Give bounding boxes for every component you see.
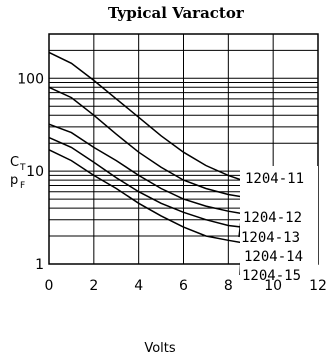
label-mask [240, 166, 318, 280]
series-line-1204-15 [48, 149, 243, 276]
chart-series [48, 51, 244, 276]
series-line-1204-12 [48, 86, 243, 218]
y-axis-label-p: p [10, 173, 18, 188]
series-label-1204-11: 1204-11 [245, 171, 304, 187]
series-line-1204-14 [48, 136, 243, 257]
series-labels: 1204-11 1204-12 1204-13 1204-14 1204-15 [240, 166, 318, 284]
series-label-1204-14: 1204-14 [244, 249, 303, 265]
series-label-1204-12: 1204-12 [243, 210, 302, 226]
y-axis-label-c: C [10, 155, 19, 170]
x-tick-label: 10 [264, 278, 282, 294]
series-label-1204-13: 1204-13 [241, 230, 300, 246]
y-axis-label-c-sub: T [19, 163, 26, 173]
x-tick-label: 12 [309, 278, 327, 294]
y-tick-label: 10 [26, 164, 44, 180]
y-tick-labels: 1 10 100 [17, 71, 44, 273]
y-axis-label-p-sub: F [20, 181, 25, 191]
series-line-1204-11 [48, 51, 244, 182]
y-axis-label: C T p F [10, 155, 26, 191]
x-tick-label: 2 [89, 278, 98, 294]
x-tick-labels: 0 2 4 6 8 10 12 [45, 278, 327, 294]
plot-frame [48, 33, 319, 265]
x-tick-label: 0 [45, 278, 54, 294]
chart-grid [48, 33, 319, 265]
x-tick-label: 6 [179, 278, 188, 294]
series-line-1204-13 [48, 123, 243, 238]
y-tick-label: 100 [17, 71, 44, 87]
series-label-1204-15: 1204-15 [242, 268, 301, 284]
x-tick-label: 8 [224, 278, 233, 294]
y-tick-label: 1 [35, 257, 44, 273]
chart-title: Typical Varactor [108, 4, 245, 22]
x-tick-label: 4 [134, 278, 143, 294]
x-axis-label: Volts [144, 341, 176, 356]
